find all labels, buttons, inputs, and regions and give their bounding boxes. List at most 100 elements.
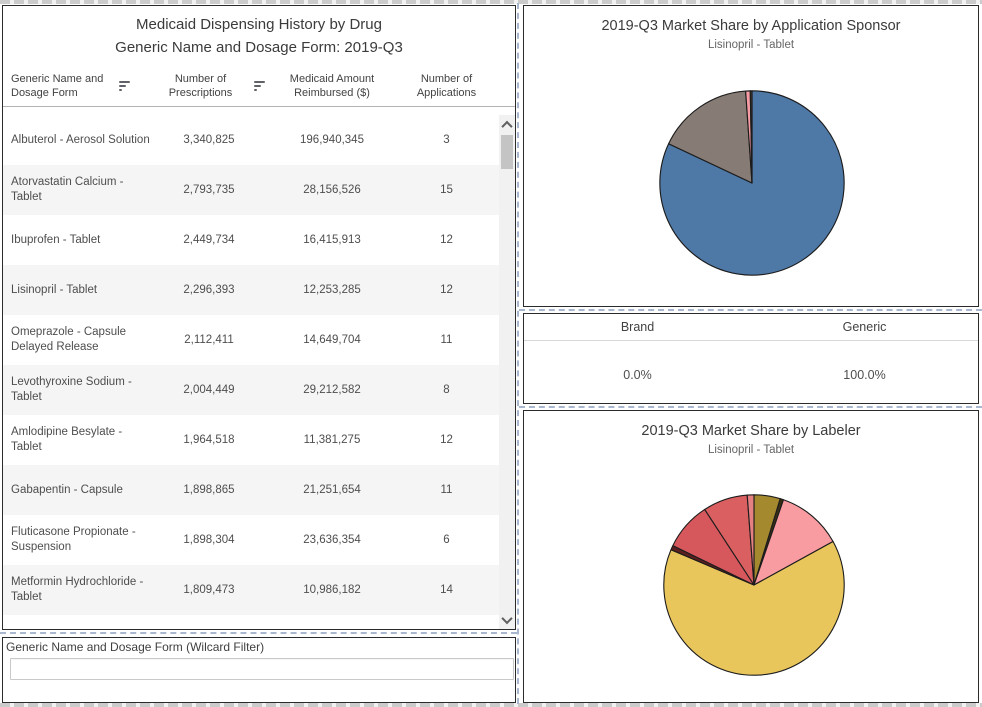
cell-reimbursed[interactable]: 29,212,582 [303,384,361,396]
table-row[interactable]: Levothyroxine Sodium - Tablet 2,004,449 … [3,365,499,415]
cell-generic-name[interactable]: Ibuprofen - Tablet [11,233,101,246]
cell-generic-name[interactable]: Metformin Hydrochloride - Tablet [11,576,144,603]
sort-icon[interactable] [254,81,265,91]
cell-prescriptions[interactable]: 2,793,735 [183,184,235,196]
column-header-prescriptions[interactable]: Number of Prescriptions [153,72,265,100]
cell-reimbursed[interactable]: 196,940,345 [300,134,364,146]
table-row[interactable]: Albuterol - Aerosol Solution 3,340,825 1… [3,115,499,165]
cell-generic-name[interactable]: Lisinopril - Tablet [11,283,98,296]
brand-generic-values: 0.0% 100.0% [524,368,978,382]
labeler-pie-chart[interactable] [661,492,847,678]
cell-generic-name[interactable]: Fluticasone Propionate - Suspension [11,526,136,553]
bottom-dashed-strip [0,703,982,707]
pie-slice[interactable] [668,90,753,184]
cell-generic-name[interactable]: Omeprazole - Capsule Delayed Release [11,326,127,353]
cell-prescriptions[interactable]: 2,004,449 [183,384,235,396]
column-header-label: Medicaid Amount Reimbursed ($) [289,73,375,99]
cell-prescriptions[interactable]: 1,809,473 [183,584,235,596]
cell-reimbursed[interactable]: 14,649,704 [303,334,361,346]
filter-label: Generic Name and Dosage Form (Wilcard Fi… [6,640,265,654]
cell-applications[interactable]: 12 [440,284,453,296]
cell-applications[interactable]: 12 [440,234,453,246]
wildcard-filter-input[interactable] [10,658,514,680]
scrollbar-thumb[interactable] [501,135,513,169]
column-header-label: Generic Name and Dosage Form [11,73,104,99]
cell-reimbursed[interactable]: 16,415,913 [303,234,361,246]
cell-applications[interactable]: 11 [440,484,453,496]
column-header-generic-name[interactable]: Generic Name and Dosage Form [3,72,153,100]
cell-generic-name[interactable]: Gabapentin - Capsule [11,483,123,496]
chevron-down-icon [501,612,513,624]
brand-generic-panel: Brand Generic 0.0% 100.0% [523,313,979,404]
cell-applications[interactable]: 12 [440,434,453,446]
sponsor-pie-chart[interactable] [657,88,847,278]
table-row[interactable]: Metformin Hydrochloride - Tablet 1,809,4… [3,565,499,615]
cell-prescriptions[interactable]: 2,112,411 [184,334,234,346]
horizontal-separator [519,406,982,408]
table-row[interactable]: Fluticasone Propionate - Suspension 1,89… [3,515,499,565]
table-row[interactable]: Ibuprofen - Tablet 2,449,734 16,415,913 … [3,215,499,265]
cell-prescriptions[interactable]: 1,898,865 [183,484,235,496]
wildcard-filter-panel: Generic Name and Dosage Form (Wilcard Fi… [2,637,516,703]
cell-applications[interactable]: 15 [440,184,453,196]
cell-reimbursed[interactable]: 23,636,354 [303,534,361,546]
cell-generic-name[interactable]: Amlodipine Besylate - Tablet [11,426,123,453]
generic-header: Generic [842,320,887,334]
labeler-chart-subtitle: Lisinopril - Tablet [707,444,795,456]
table-row[interactable]: Atorvastatin Calcium - Tablet 2,793,735 … [3,165,499,215]
cell-prescriptions[interactable]: 2,296,393 [183,284,235,296]
pie-slice[interactable] [749,90,753,184]
cell-applications[interactable]: 11 [440,334,453,346]
table-title: Medicaid Dispensing History by Drug Gene… [3,6,515,59]
generic-value[interactable]: 100.0% [843,368,886,382]
pie-slice[interactable] [659,90,845,276]
cell-applications[interactable]: 3 [443,134,450,146]
cell-prescriptions[interactable]: 1,964,518 [183,434,235,446]
table-scrollbar[interactable] [499,115,515,629]
horizontal-separator [0,632,517,634]
vertical-separator [517,3,519,704]
cell-prescriptions[interactable]: 1,898,304 [183,534,235,546]
cell-prescriptions[interactable]: 2,449,734 [183,234,235,246]
cell-generic-name[interactable]: Albuterol - Aerosol Solution [11,133,150,146]
brand-header: Brand [620,320,655,334]
pie-slice[interactable] [753,499,834,586]
table-row[interactable]: Amlodipine Besylate - Tablet 1,964,518 1… [3,415,499,465]
cell-reimbursed[interactable]: 10,986,182 [303,584,361,596]
scroll-up-arrow[interactable] [499,117,515,132]
cell-prescriptions[interactable]: 3,340,825 [183,134,235,146]
table-title-line2: Generic Name and Dosage Form: 2019-Q3 [115,39,403,56]
brand-value[interactable]: 0.0% [623,368,652,382]
table-row[interactable]: Lisinopril - Tablet 2,296,393 12,253,285… [3,265,499,315]
labeler-market-share-panel: 2019-Q3 Market Share by Labeler Lisinopr… [523,410,979,703]
column-header-applications[interactable]: Number of Applications [399,72,494,100]
pie-slice[interactable] [746,494,755,586]
table-body: Albuterol - Aerosol Solution 3,340,825 1… [3,115,499,629]
sort-icon[interactable] [119,81,130,91]
table-title-line1: Medicaid Dispensing History by Drug [136,16,382,33]
sponsor-market-share-panel: 2019-Q3 Market Share by Application Spon… [523,5,979,307]
cell-reimbursed[interactable]: 11,381,275 [303,434,361,446]
chevron-up-icon [501,120,513,132]
sponsor-chart-subtitle: Lisinopril - Tablet [707,39,795,51]
dispensing-history-panel: Medicaid Dispensing History by Drug Gene… [2,5,516,630]
cell-reimbursed[interactable]: 21,251,654 [303,484,361,496]
scroll-down-arrow[interactable] [499,612,515,627]
column-header-reimbursed[interactable]: Medicaid Amount Reimbursed ($) [265,72,399,100]
labeler-chart-title: 2019-Q3 Market Share by Labeler [641,423,861,439]
cell-generic-name[interactable]: Levothyroxine Sodium - Tablet [11,376,132,403]
top-dashed-strip [0,0,982,4]
horizontal-separator [519,309,982,311]
table-row[interactable]: Gabapentin - Capsule 1,898,865 21,251,65… [3,465,499,515]
cell-applications[interactable]: 8 [443,384,450,396]
table-header: Generic Name and Dosage Form Number of P… [3,72,515,107]
cell-reimbursed[interactable]: 12,253,285 [303,284,361,296]
cell-applications[interactable]: 14 [440,584,453,596]
cell-applications[interactable]: 6 [443,534,450,546]
pie-slice[interactable] [663,540,845,676]
table-row[interactable]: Omeprazole - Capsule Delayed Release 2,1… [3,315,499,365]
cell-reimbursed[interactable]: 28,156,526 [303,184,361,196]
cell-generic-name[interactable]: Atorvastatin Calcium - Tablet [11,176,124,203]
brand-generic-header: Brand Generic [524,320,978,341]
sponsor-chart-title: 2019-Q3 Market Share by Application Spon… [601,18,901,34]
